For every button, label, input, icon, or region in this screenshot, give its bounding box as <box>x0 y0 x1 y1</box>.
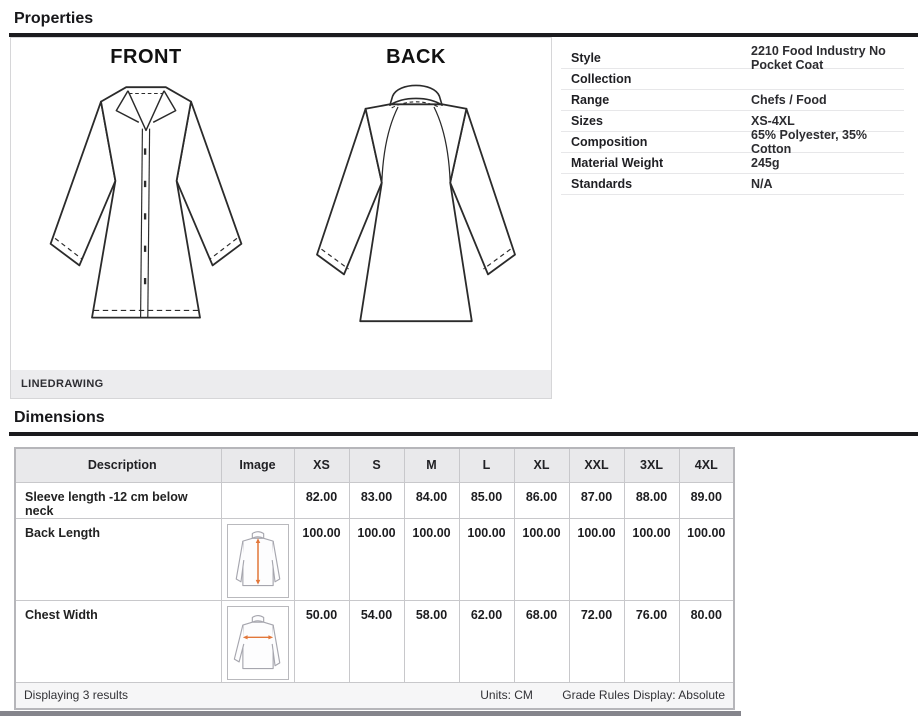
value-xl: 86.00 <box>513 481 570 519</box>
property-value: 245g <box>751 156 780 170</box>
column-header-xxl[interactable]: XXL <box>568 447 625 483</box>
back-length-image-cell <box>220 517 295 601</box>
value-s: 54.00 <box>348 599 405 683</box>
property-row-composition: Composition 65% Polyester, 35% Cotton <box>561 128 904 156</box>
column-header-xs[interactable]: XS <box>293 447 350 483</box>
column-header-s[interactable]: S <box>348 447 405 483</box>
page-root: Properties FRONT <box>0 10 918 716</box>
value-s: 83.00 <box>348 481 405 519</box>
value-l: 100.00 <box>458 517 515 601</box>
property-label: Style <box>571 51 601 65</box>
properties-heading: Properties <box>14 10 94 27</box>
property-label: Range <box>571 93 610 107</box>
property-label: Material Weight <box>571 156 664 170</box>
results-count: Displaying 3 results <box>24 688 129 703</box>
value-m: 58.00 <box>403 599 460 683</box>
grade-rules-label: Grade Rules Display: Absolute <box>562 688 725 703</box>
units-label: Units: CM <box>480 688 533 703</box>
next-section-divider <box>0 711 741 716</box>
front-view-label: FRONT <box>110 46 182 68</box>
value-3xl: 76.00 <box>623 599 680 683</box>
dimensions-header-row: Description Image XS S M L XL XXL 3XL 4XL <box>14 447 735 483</box>
column-header-4xl[interactable]: 4XL <box>678 447 735 483</box>
property-value: 2210 Food Industry No Pocket Coat <box>751 44 886 72</box>
property-label: Sizes <box>571 114 603 128</box>
dimension-row: Back Length 100.00 100.00 100.00 100.00 100.… <box>14 517 735 601</box>
property-label: Composition <box>571 135 648 149</box>
value-xs: 82.00 <box>293 481 350 519</box>
dimension-row: Chest Width 50.00 54.00 58.00 62.00 68.00 72.… <box>14 599 735 683</box>
column-header-description: Description <box>14 447 222 483</box>
empty-image-cell <box>220 481 295 519</box>
linedrawing-caption: LINEDRAWING <box>11 370 551 398</box>
value-3xl: 100.00 <box>623 517 680 601</box>
chest-width-diagram <box>226 605 289 680</box>
back-length-measure-icon <box>235 530 280 586</box>
dimension-description: Back Length <box>14 517 222 601</box>
back-view: BACK <box>281 44 551 370</box>
property-value: Chefs / Food <box>751 93 827 107</box>
property-row-material-weight: Material Weight 245g <box>561 153 904 174</box>
value-m: 100.00 <box>403 517 460 601</box>
value-xxl: 100.00 <box>568 517 625 601</box>
properties-content: FRONT <box>0 37 918 399</box>
value-4xl: 100.00 <box>678 517 735 601</box>
back-coat-drawing-icon <box>316 84 516 323</box>
value-xl: 100.00 <box>513 517 570 601</box>
column-header-m[interactable]: M <box>403 447 460 483</box>
property-label: Standards <box>571 177 633 191</box>
property-value: 65% Polyester, 35% Cotton <box>751 128 868 156</box>
property-label: Collection <box>571 72 632 86</box>
back-view-label: BACK <box>386 46 446 68</box>
dimension-description: Sleeve length -12 cm below neck <box>14 481 222 519</box>
value-3xl: 88.00 <box>623 481 680 519</box>
property-row-standards: Standards N/A <box>561 174 904 195</box>
dimension-description: Chest Width <box>14 599 222 683</box>
value-l: 62.00 <box>458 599 515 683</box>
front-view: FRONT <box>11 44 281 370</box>
value-xs: 100.00 <box>293 517 350 601</box>
column-header-l[interactable]: L <box>458 447 515 483</box>
value-xs: 50.00 <box>293 599 350 683</box>
column-header-3xl[interactable]: 3XL <box>623 447 680 483</box>
front-coat-drawing-icon <box>49 86 243 319</box>
value-xxl: 72.00 <box>568 599 625 683</box>
back-length-diagram <box>226 523 289 598</box>
linedrawing-panel: FRONT <box>10 37 552 399</box>
column-header-xl[interactable]: XL <box>513 447 570 483</box>
dimensions-heading: Dimensions <box>14 409 105 426</box>
value-4xl: 80.00 <box>678 599 735 683</box>
garment-views: FRONT <box>11 38 551 370</box>
dimensions-footer-row: Displaying 3 results Units: CM Grade Rul… <box>14 681 735 710</box>
properties-table: Style 2210 Food Industry No Pocket Coat … <box>561 44 904 195</box>
column-header-image: Image <box>220 447 295 483</box>
value-s: 100.00 <box>348 517 405 601</box>
property-value: XS-4XL <box>751 114 795 128</box>
dimensions-rule <box>9 432 918 436</box>
property-row-style: Style 2210 Food Industry No Pocket Coat <box>561 44 904 72</box>
dimensions-table: Description Image XS S M L XL XXL 3XL 4XL Sleeve … <box>14 447 735 710</box>
chest-width-image-cell <box>220 599 295 683</box>
chest-width-measure-icon <box>233 614 280 669</box>
value-xxl: 87.00 <box>568 481 625 519</box>
property-row-range: Range Chefs / Food <box>561 90 904 111</box>
value-m: 84.00 <box>403 481 460 519</box>
properties-rule <box>9 33 918 37</box>
property-value: N/A <box>751 177 773 191</box>
value-xl: 68.00 <box>513 599 570 683</box>
property-row-sizes: Sizes XS-4XL <box>561 111 904 132</box>
property-row-collection: Collection <box>561 69 904 90</box>
dimension-row: Sleeve length -12 cm below neck 82.00 83.0… <box>14 481 735 519</box>
value-l: 85.00 <box>458 481 515 519</box>
value-4xl: 89.00 <box>678 481 735 519</box>
